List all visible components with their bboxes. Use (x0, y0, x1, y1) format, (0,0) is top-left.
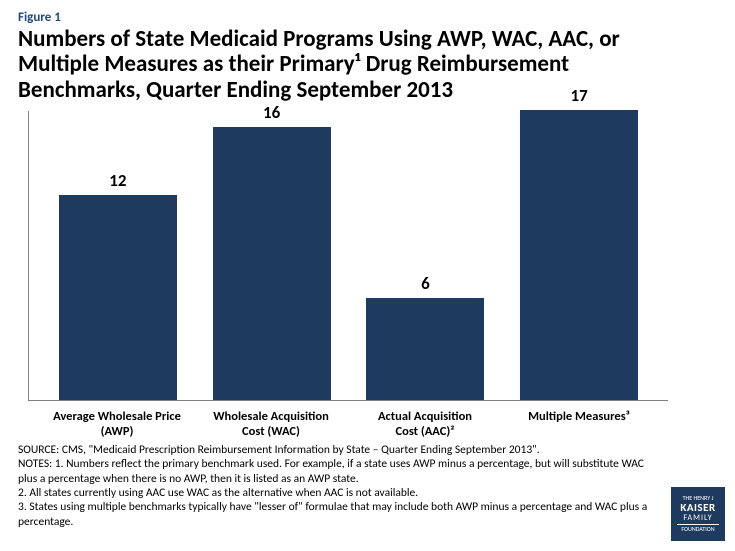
bar-col-wac: 16 (195, 102, 349, 400)
xlabel-wac: Wholesale Acquisition Cost (WAC) (194, 407, 348, 439)
xlabel-awp-l1: Average Wholesale Price (53, 409, 181, 424)
xlabel-wac-l1: Wholesale Acquisition (213, 409, 329, 424)
xlabel-aac-l2: Cost (AAC)² (396, 424, 455, 439)
logo-line-4: FOUNDATION (681, 526, 714, 533)
chart-plot-area: 12 16 6 17 (28, 111, 668, 401)
xlabel-aac-l1: Actual Acquisition (378, 409, 472, 424)
footer-note-2: 2. All states currently using AAC use WA… (18, 486, 658, 500)
footer-notes: SOURCE: CMS, "Medicaid Prescription Reim… (18, 443, 658, 529)
bar-chart: 12 16 6 17 Average Wholesale Price (AWP)… (28, 109, 668, 439)
title-line-2: Multiple Measures as their Primary¹ Drug… (18, 50, 569, 78)
figure-label: Figure 1 (18, 10, 717, 25)
bar-col-multiple: 17 (502, 85, 656, 400)
footer-source: SOURCE: CMS, "Medicaid Prescription Reim… (18, 443, 658, 457)
bar-multiple (520, 110, 638, 400)
chart-x-labels: Average Wholesale Price (AWP) Wholesale … (28, 407, 668, 439)
bar-value-wac: 16 (263, 102, 280, 123)
xlabel-awp-l2: (AWP) (101, 424, 134, 439)
footer-note-3: 3. States using multiple benchmarks typi… (18, 500, 658, 529)
bar-value-aac: 6 (421, 273, 430, 294)
bar-aac (366, 298, 484, 400)
xlabel-multiple: Multiple Measures³ (502, 407, 656, 439)
bar-wac (213, 127, 331, 400)
bar-col-aac: 6 (349, 273, 503, 400)
title-line-3: Benchmarks, Quarter Ending September 201… (18, 76, 453, 104)
bar-value-awp: 12 (109, 170, 126, 191)
footer-note-1: NOTES: 1. Numbers reflect the primary be… (18, 457, 658, 486)
xlabel-multiple-l1: Multiple Measures³ (528, 409, 630, 424)
bar-value-multiple: 17 (571, 85, 588, 106)
bar-col-awp: 12 (41, 170, 195, 400)
logo-line-3: FAMILY (683, 514, 712, 523)
xlabel-wac-l2: Cost (WAC) (242, 424, 300, 439)
kaiser-logo: THE HENRY J KAISER FAMILY FOUNDATION (671, 487, 725, 541)
xlabel-aac: Actual Acquisition Cost (AAC)² (348, 407, 502, 439)
xlabel-awp: Average Wholesale Price (AWP) (40, 407, 194, 439)
title-line-1: Numbers of State Medicaid Programs Using… (18, 25, 620, 53)
bar-awp (59, 195, 177, 400)
